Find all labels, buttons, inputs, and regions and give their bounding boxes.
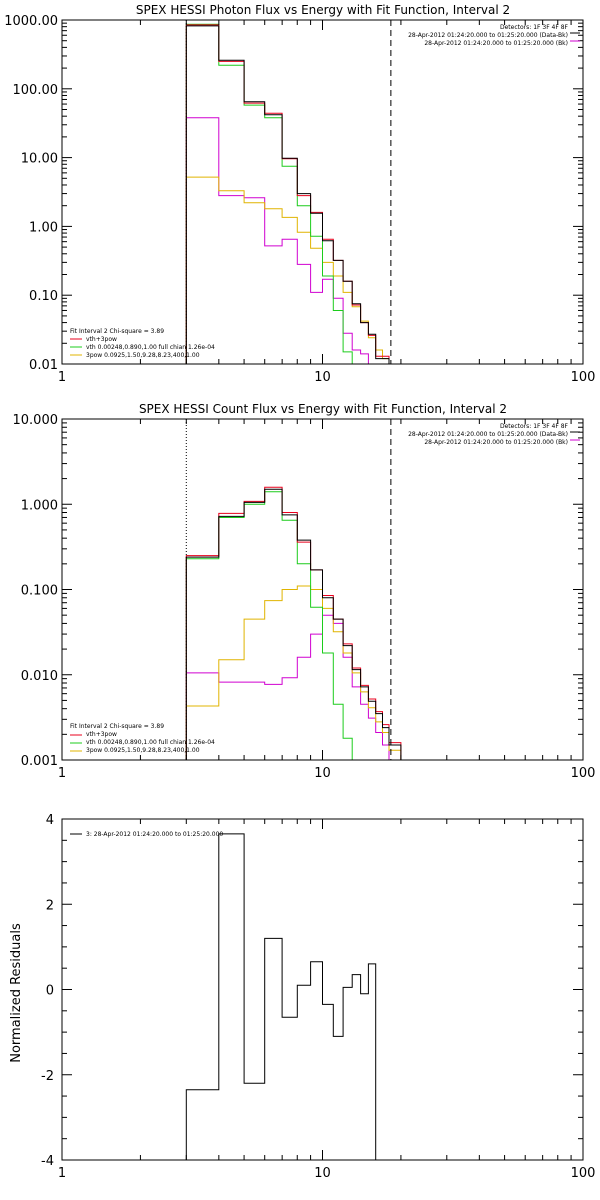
legend-detectors: Detectors: 1F 3F 4F 8F [500, 423, 569, 430]
residuals-y-axis-label: Normalized Residuals [9, 923, 24, 1063]
residuals-panel: Normalized Residuals 3: 28-Apr-2012 01:2… [9, 831, 223, 1063]
count-flux-series-group [185, 486, 402, 760]
photon-flux-series-group [185, 23, 390, 364]
legend-vth-label: vth 0.00248,0.890,1.00 full chian 1.26e-… [86, 739, 215, 746]
photon-flux-legend-bottom: Fit Interval 2 Chi-square = 3.89 vth+3po… [70, 328, 215, 359]
count-flux-plot: 1 10 100 0.001 0.010 0.100 1.000 10.000 [13, 413, 596, 781]
y-tick-label: 0.01 [29, 358, 58, 373]
count-flux-series-powerlaw [185, 585, 402, 760]
x-tick-label: 100 [571, 1166, 596, 1181]
photon-flux-panel: SPEX HESSI Photon Flux vs Energy with Fi… [70, 3, 569, 359]
x-tick-label: 10 [314, 370, 331, 385]
legend-data-bk: 28-Apr-2012 01:24:20.000 to 01:25:20.000… [408, 32, 568, 39]
legend-model-label: vth+3pow [86, 336, 117, 343]
count-flux-panel: SPEX HESSI Count Flux vs Energy with Fit… [70, 402, 569, 754]
residuals-x-axis: 1 10 100 [58, 819, 596, 1181]
count-flux-series-vth [185, 491, 353, 760]
y-tick-label: 1.000 [21, 498, 58, 513]
photon-flux-series-powerlaw [185, 176, 390, 364]
y-tick-label: 0.10 [29, 289, 58, 304]
photon-flux-series-data [185, 25, 390, 364]
legend-bk: 28-Apr-2012 01:24:20.000 to 01:25:20.000… [424, 439, 568, 446]
legend-fit-interval: Fit Interval 2 Chi-square = 3.89 [70, 723, 164, 730]
y-tick-label: -2 [41, 1069, 54, 1084]
x-tick-label: 100 [571, 370, 596, 385]
x-tick-label: 1 [58, 766, 66, 781]
x-tick-label: 10 [314, 766, 331, 781]
photon-flux-y-axis: 0.01 0.10 1.00 10.00 100.00 1000.00 [4, 14, 583, 373]
photon-flux-plot-frame [61, 19, 584, 365]
count-flux-legend-top: Detectors: 1F 3F 4F 8F 28-Apr-2012 01:24… [408, 423, 568, 446]
y-tick-label: 10.000 [13, 413, 59, 428]
y-tick-label: 0.001 [21, 754, 58, 769]
y-tick-label: 1000.00 [4, 14, 58, 29]
count-flux-y-axis: 0.001 0.010 0.100 1.000 10.000 [13, 413, 583, 769]
count-flux-legend-bottom: Fit Interval 2 Chi-square = 3.89 vth+3po… [70, 723, 215, 754]
photon-flux-series-vth-only [185, 117, 377, 364]
y-tick-label: 1.00 [29, 220, 58, 235]
residuals-y-axis: -4 -2 0 2 4 [41, 813, 583, 1169]
photon-flux-title: SPEX HESSI Photon Flux vs Energy with Fi… [136, 3, 510, 17]
x-tick-label: 1 [58, 1166, 66, 1181]
y-tick-label: 4 [46, 813, 54, 828]
legend-data-bk: 28-Apr-2012 01:24:20.000 to 01:25:20.000… [408, 431, 568, 438]
y-tick-label: 0 [46, 984, 54, 999]
photon-flux-series-model [185, 24, 390, 364]
photon-flux-legend-top: Detectors: 1F 3F 4F 8F 28-Apr-2012 01:24… [408, 24, 568, 47]
x-tick-label: 10 [314, 1166, 331, 1181]
residuals-plot: 1 10 100 -4 -2 0 2 4 [41, 813, 595, 1181]
y-tick-label: 10.00 [21, 152, 58, 167]
y-tick-label: 0.010 [21, 669, 58, 684]
x-tick-label: 1 [58, 370, 66, 385]
y-tick-label: 100.00 [13, 83, 59, 98]
y-tick-label: 2 [46, 898, 54, 913]
photon-flux-plot: 1 10 100 0.01 0.10 1.00 10.00 100.00 1000.00 [4, 14, 596, 385]
residuals-series-group [185, 833, 377, 1160]
y-tick-label: 0.100 [21, 584, 58, 599]
x-tick-label: 100 [571, 766, 596, 781]
legend-bk: 28-Apr-2012 01:24:20.000 to 01:25:20.000… [424, 40, 568, 47]
photon-flux-x-axis: 1 10 100 [58, 20, 596, 385]
legend-vth-label: vth 0.00248,0.890,1.00 full chian 1.26e-… [86, 344, 215, 351]
legend-powerlaw-label: 3pow 0.0925,1.50,9.28,8.23,400,1.00 [86, 352, 200, 359]
legend-fit-interval: Fit Interval 2 Chi-square = 3.89 [70, 328, 164, 335]
legend-powerlaw-label: 3pow 0.0925,1.50,9.28,8.23,400,1.00 [86, 747, 200, 754]
count-flux-series-data [185, 488, 402, 760]
y-tick-label: -4 [41, 1154, 54, 1169]
residuals-series-data [185, 833, 377, 1160]
count-flux-title: SPEX HESSI Count Flux vs Energy with Fit… [139, 402, 507, 416]
photon-flux-series-vth [185, 23, 353, 364]
legend-model-label: vth+3pow [86, 731, 117, 738]
legend-detectors: Detectors: 1F 3F 4F 8F [500, 24, 569, 31]
residuals-legend: 3: 28-Apr-2012 01:24:20.000 to 01:25:20.… [86, 831, 223, 838]
